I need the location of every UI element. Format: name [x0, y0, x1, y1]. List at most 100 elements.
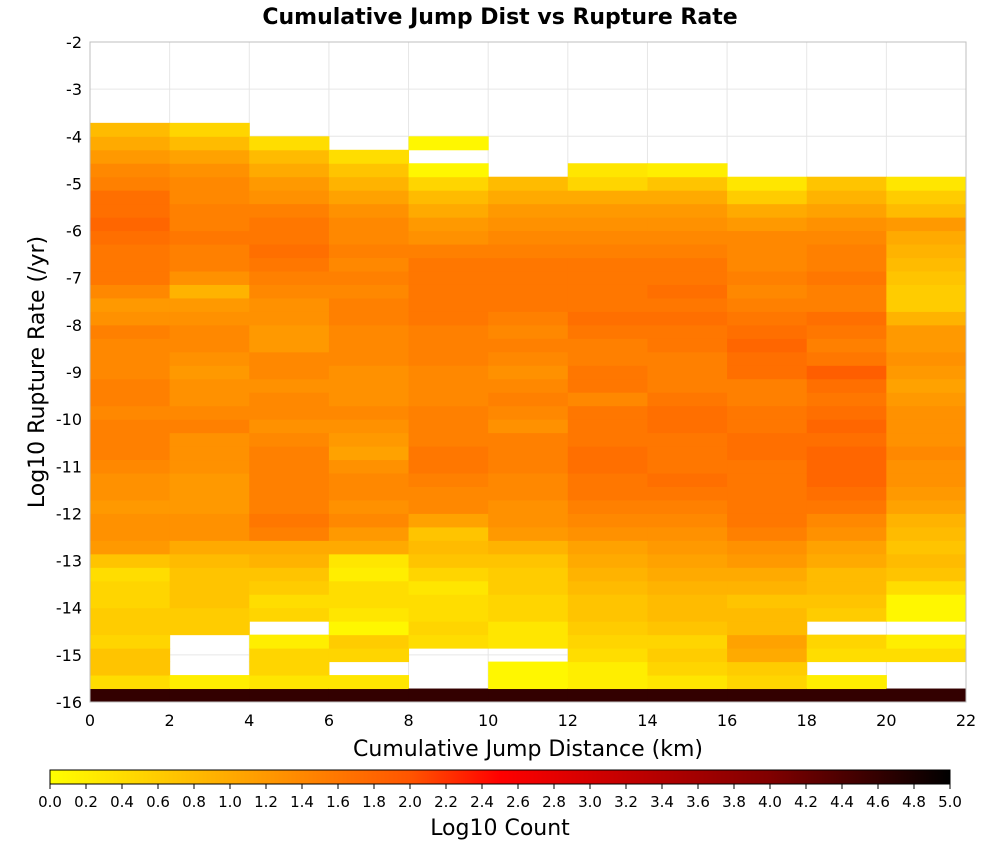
heatmap-cell — [90, 311, 171, 326]
heatmap-cell — [727, 675, 808, 690]
colorbar-label: Log10 Count — [430, 816, 570, 841]
heatmap-cell — [567, 459, 648, 474]
heatmap-cell — [488, 580, 569, 595]
heatmap-cell — [169, 607, 250, 622]
heatmap-cell — [488, 432, 569, 447]
heatmap-cell — [647, 580, 728, 595]
heatmap-cell — [886, 244, 967, 259]
heatmap-cell — [806, 634, 887, 649]
heatmap-cell — [806, 607, 887, 622]
heatmap-cell — [727, 634, 808, 649]
x-tick-label: 18 — [797, 711, 817, 730]
heatmap-cell — [169, 297, 250, 312]
heatmap-cell — [727, 419, 808, 434]
heatmap-cell — [408, 217, 489, 232]
colorbar — [49, 769, 951, 785]
heatmap-cell — [488, 311, 569, 326]
heatmap-cell — [886, 217, 967, 232]
heatmap-cell — [806, 217, 887, 232]
heatmap-cell — [488, 324, 569, 339]
heatmap-cell — [328, 648, 410, 663]
heatmap-cell — [886, 688, 967, 703]
heatmap-cell — [249, 675, 330, 690]
heatmap-cell — [806, 365, 887, 380]
heatmap-cell — [90, 499, 171, 514]
colorbar-tick-label: 4.6 — [866, 793, 890, 811]
heatmap-cell — [488, 634, 569, 649]
heatmap-cell — [647, 648, 728, 663]
heatmap-cell — [169, 365, 250, 380]
heatmap-cell — [647, 392, 728, 407]
heatmap-cell — [249, 499, 330, 514]
heatmap-cell — [647, 634, 728, 649]
heatmap-cell — [249, 419, 330, 434]
heatmap-cell — [727, 688, 808, 703]
heatmap-cell — [727, 297, 808, 312]
heatmap-cell — [488, 297, 569, 312]
heatmap-cell — [727, 365, 808, 380]
heatmap-cell — [727, 526, 808, 541]
colorbar-tick-label: 4.4 — [830, 793, 854, 811]
heatmap-cell — [408, 405, 489, 420]
heatmap-cell — [488, 553, 569, 568]
heatmap-cell — [806, 446, 887, 461]
heatmap-cell — [567, 688, 648, 703]
heatmap-cell — [727, 338, 808, 353]
x-tick-label: 6 — [324, 711, 334, 730]
heatmap-cell — [169, 553, 250, 568]
heatmap-cell — [169, 351, 250, 366]
heatmap-cell — [328, 513, 410, 528]
heatmap-cell — [806, 473, 887, 488]
heatmap-cell — [90, 526, 171, 541]
heatmap-cell — [567, 271, 648, 285]
heatmap-cell — [727, 271, 808, 285]
heatmap-cell — [169, 163, 250, 178]
heatmap-cell — [488, 190, 569, 205]
x-tick-label: 10 — [478, 711, 498, 730]
x-tick-label: 14 — [637, 711, 657, 730]
heatmap-cell — [90, 122, 171, 137]
heatmap-cell — [328, 688, 410, 703]
heatmap-cell — [647, 607, 728, 622]
heatmap-cell — [488, 378, 569, 393]
heatmap-cell — [169, 513, 250, 528]
heatmap-cell — [328, 432, 410, 447]
heatmap-cell — [488, 271, 569, 285]
heatmap-cell — [806, 378, 887, 393]
heatmap-cell — [169, 284, 250, 299]
heatmap-cell — [169, 499, 250, 514]
heatmap-cell — [886, 297, 967, 312]
heatmap-cell — [886, 580, 967, 595]
heatmap-cell — [169, 432, 250, 447]
heatmap-cell — [488, 284, 569, 299]
heatmap-cell — [249, 634, 330, 649]
colorbar-tick-label: 0.0 — [38, 793, 62, 811]
heatmap-cell — [806, 311, 887, 326]
heatmap-cell — [249, 176, 330, 191]
heatmap-cell — [567, 378, 648, 393]
heatmap-cell — [647, 675, 728, 690]
heatmap-cell — [328, 271, 410, 285]
x-axis: 0 2 4 6 8 10 12 14 16 18 20 22 — [85, 711, 976, 730]
heatmap-cell — [408, 513, 489, 528]
heatmap-cell — [647, 257, 728, 272]
heatmap-cell — [647, 661, 728, 676]
heatmap-cell — [90, 594, 171, 609]
heatmap-cell — [249, 473, 330, 488]
heatmap-cell — [249, 648, 330, 663]
heatmap-cell — [727, 176, 808, 191]
heatmap-cell — [647, 405, 728, 420]
heatmap-cell — [488, 607, 569, 622]
heatmap-cell — [727, 513, 808, 528]
colorbar-tick-label: 4.8 — [902, 793, 926, 811]
heatmap-cell — [727, 203, 808, 218]
heatmap-cell — [647, 351, 728, 366]
heatmap-cell — [567, 486, 648, 501]
heatmap-cell — [169, 526, 250, 541]
heatmap-cell — [886, 365, 967, 380]
heatmap-cell — [328, 365, 410, 380]
heatmap-cell — [647, 190, 728, 205]
heatmap-cell — [727, 661, 808, 676]
colorbar-ticks: 0.0 0.2 0.4 0.6 0.8 1.0 1.2 1.4 1.6 1.8 2.0 2.2 2.4 2… — [38, 784, 962, 811]
heatmap-cell — [806, 553, 887, 568]
